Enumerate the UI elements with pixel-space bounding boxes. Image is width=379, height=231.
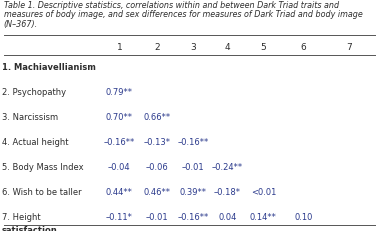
Text: 0.10: 0.10 xyxy=(294,212,312,221)
Text: 7. Height: 7. Height xyxy=(2,212,41,221)
Text: 4. Actual height: 4. Actual height xyxy=(2,137,68,146)
Text: –0.18*: –0.18* xyxy=(214,187,241,196)
Text: 5. Body Mass Index: 5. Body Mass Index xyxy=(2,162,83,171)
Text: satisfaction: satisfaction xyxy=(2,225,58,231)
Text: –0.16**: –0.16** xyxy=(178,137,209,146)
Text: (N–367).: (N–367). xyxy=(4,20,38,29)
Text: 1: 1 xyxy=(116,43,122,52)
Text: Table 1. Descriptive statistics, correlations within and between Dark Triad trai: Table 1. Descriptive statistics, correla… xyxy=(4,1,339,10)
Text: <0.01: <0.01 xyxy=(251,187,276,196)
Text: 6: 6 xyxy=(300,43,306,52)
Text: 4: 4 xyxy=(225,43,230,52)
Text: –0.13*: –0.13* xyxy=(144,137,171,146)
Text: 6. Wish to be taller: 6. Wish to be taller xyxy=(2,187,81,196)
Text: 0.79**: 0.79** xyxy=(106,87,133,96)
Text: 2: 2 xyxy=(155,43,160,52)
Text: –0.11*: –0.11* xyxy=(106,212,133,221)
Text: –0.01: –0.01 xyxy=(146,212,169,221)
Text: 7: 7 xyxy=(346,43,352,52)
Text: 1. Machiavellianism: 1. Machiavellianism xyxy=(2,62,96,71)
Text: –0.04: –0.04 xyxy=(108,162,131,171)
Text: 0.14**: 0.14** xyxy=(250,212,277,221)
Text: –0.06: –0.06 xyxy=(146,162,169,171)
Text: 0.66**: 0.66** xyxy=(144,112,171,121)
Text: –0.24**: –0.24** xyxy=(212,162,243,171)
Text: 5: 5 xyxy=(260,43,266,52)
Text: –0.16**: –0.16** xyxy=(104,137,135,146)
Text: –0.16**: –0.16** xyxy=(178,212,209,221)
Text: 3: 3 xyxy=(190,43,196,52)
Text: 2. Psychopathy: 2. Psychopathy xyxy=(2,87,66,96)
Text: 3. Narcissism: 3. Narcissism xyxy=(2,112,58,121)
Text: 0.44**: 0.44** xyxy=(106,187,133,196)
Text: 0.70**: 0.70** xyxy=(106,112,133,121)
Text: 0.46**: 0.46** xyxy=(144,187,171,196)
Text: measures of body image, and sex differences for measures of Dark Triad and body : measures of body image, and sex differen… xyxy=(4,10,363,19)
Text: –0.01: –0.01 xyxy=(182,162,205,171)
Text: 0.39**: 0.39** xyxy=(180,187,207,196)
Text: 0.04: 0.04 xyxy=(218,212,236,221)
